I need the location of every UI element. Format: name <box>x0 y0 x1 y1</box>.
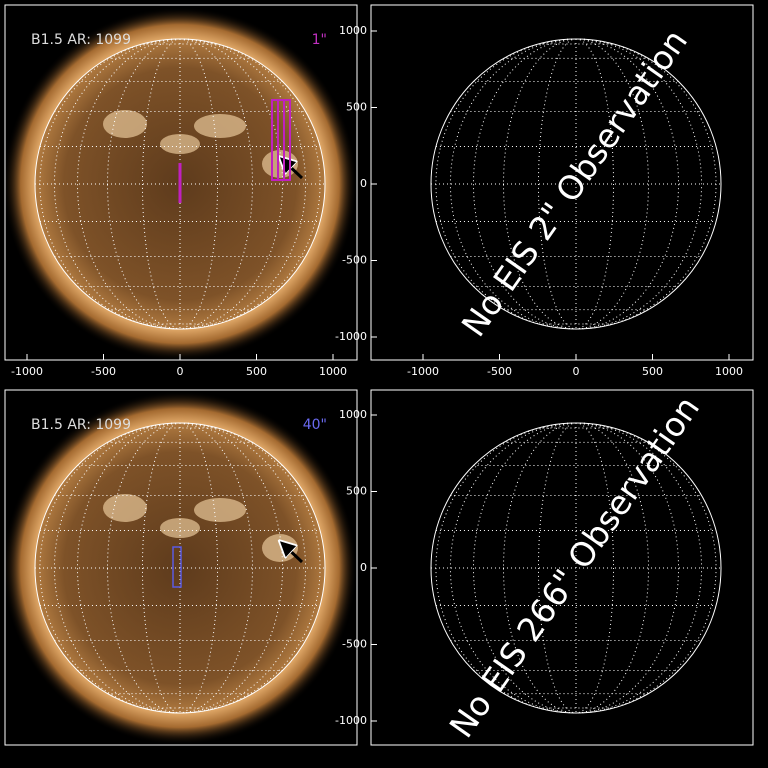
meridian <box>537 38 577 330</box>
y-tick-label: 500 <box>346 485 367 498</box>
x-tick-label: 500 <box>642 365 663 378</box>
meridian <box>537 422 577 714</box>
meridian <box>179 38 253 330</box>
x-tick-label: -1000 <box>11 365 43 378</box>
meridian <box>39 38 181 330</box>
raster-box <box>283 99 291 181</box>
meridian <box>472 38 577 330</box>
meridian <box>575 38 717 330</box>
y-tick-label: 0 <box>360 177 367 190</box>
limb <box>430 422 722 714</box>
raster-box <box>172 546 182 588</box>
active-region <box>262 150 298 178</box>
x-tick-label: 0 <box>573 365 580 378</box>
meridian <box>575 38 615 330</box>
meridian <box>141 38 181 330</box>
meridian <box>76 422 181 714</box>
meridian <box>107 422 181 714</box>
meridian <box>179 38 321 330</box>
arrow <box>285 162 304 180</box>
scale-annotation: 40" <box>303 417 327 433</box>
x-tick-label: -1000 <box>407 365 439 378</box>
y-tick-label: 500 <box>346 101 367 114</box>
meridian <box>107 38 181 330</box>
meridian <box>435 38 577 330</box>
meridian <box>179 38 219 330</box>
active-region <box>194 498 246 522</box>
meridian <box>449 422 577 714</box>
meridian <box>503 422 577 714</box>
plot-frame <box>4 4 358 361</box>
meridian <box>53 422 181 714</box>
y-tick-label: -500 <box>342 254 367 267</box>
y-tick-label: -500 <box>342 638 367 651</box>
meridian <box>179 422 219 714</box>
x-tick-label: -500 <box>487 365 512 378</box>
meridian <box>575 422 717 714</box>
meridian <box>575 422 649 714</box>
meridian <box>179 38 307 330</box>
y-tick-label: 1000 <box>339 24 367 37</box>
active-region <box>103 494 147 522</box>
no-observation-message: No EIS 2" Observation <box>454 22 695 343</box>
meridian <box>575 422 615 714</box>
meridian <box>76 38 181 330</box>
panel-label: B1.5 AR: 1099 <box>31 417 131 433</box>
limb <box>34 38 326 330</box>
meridian <box>179 422 307 714</box>
active-region <box>103 110 147 138</box>
meridian <box>575 422 680 714</box>
meridian <box>472 422 577 714</box>
meridian <box>435 422 577 714</box>
meridian <box>575 38 703 330</box>
meridian <box>179 422 321 714</box>
y-tick-label: 1000 <box>339 408 367 421</box>
y-tick-label: -1000 <box>335 330 367 343</box>
plot-frame <box>370 4 754 361</box>
limb <box>34 422 326 714</box>
x-tick-label: 1000 <box>715 365 743 378</box>
x-tick-label: 0 <box>177 365 184 378</box>
y-tick-label: -1000 <box>335 714 367 727</box>
panel-label: B1.5 AR: 1099 <box>31 32 131 48</box>
y-tick-label: 0 <box>360 561 367 574</box>
limb <box>430 38 722 330</box>
meridian <box>449 38 577 330</box>
active-region <box>194 114 246 138</box>
x-tick-label: 1000 <box>319 365 347 378</box>
meridian <box>575 422 703 714</box>
meridian <box>575 38 680 330</box>
meridian <box>53 38 181 330</box>
arrow <box>285 546 304 564</box>
meridian <box>503 38 577 330</box>
active-region <box>262 534 298 562</box>
x-tick-label: 500 <box>246 365 267 378</box>
meridian <box>179 38 284 330</box>
meridian <box>179 422 284 714</box>
meridian <box>179 422 253 714</box>
meridian <box>575 38 649 330</box>
meridian <box>39 422 181 714</box>
meridian <box>141 422 181 714</box>
x-tick-label: -500 <box>91 365 116 378</box>
no-observation-message: No EIS 266" Observation <box>442 389 707 745</box>
scale-annotation: 1" <box>312 32 327 48</box>
plot-frame <box>4 389 358 746</box>
